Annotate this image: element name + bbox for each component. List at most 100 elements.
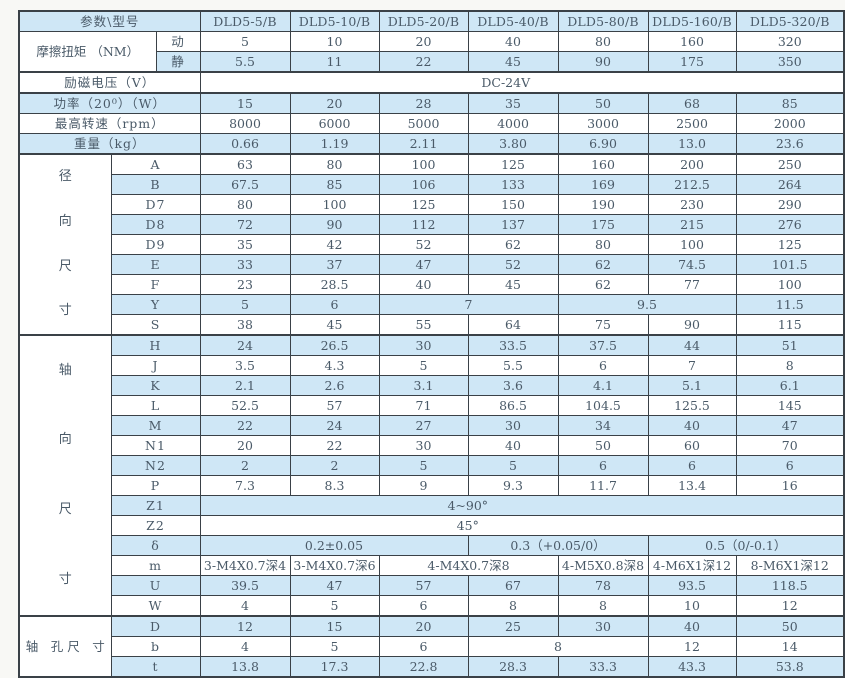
table-cell: 40 (647, 615, 737, 637)
table-cell: 33.5 (467, 334, 559, 356)
table-cell: 57 (289, 395, 380, 416)
model-header-cell: DLD5-40/B (467, 10, 559, 32)
table-cell: 112 (378, 214, 469, 235)
table-row: δ 0.2±0.05 0.3（+0.05/0） 0.5（0/-0.1） (19, 535, 845, 556)
table-cell: 6 (735, 455, 845, 476)
table-cell: 22 (378, 51, 469, 73)
table-cell: 12 (735, 595, 845, 617)
row-label: Z1 (110, 495, 201, 516)
spec-table-container: 参数\型号 DLD5-5/B DLD5-10/B DLD5-20/B DLD5-40/B… (18, 10, 845, 678)
table-cell: 62 (467, 234, 559, 255)
table-row: L 52.5 57 71 86.5 104.5 125.5 145 (19, 395, 845, 416)
table-cell: 51 (735, 334, 845, 356)
table-cell: 23 (199, 274, 291, 295)
table-cell: DC-24V (199, 71, 845, 94)
axial-dimensions-label: 轴向尺寸 (18, 334, 112, 617)
table-row: t 13.8 17.3 22.8 28.3 33.3 43.3 53.8 (19, 656, 845, 678)
table-cell: 8.3 (289, 475, 380, 496)
table-row: E 33 37 47 52 62 74.5 101.5 (19, 254, 845, 275)
table-cell: 3-M4X0.7深6 (289, 555, 380, 576)
table-cell: 8 (557, 595, 649, 617)
table-cell: 5 (199, 294, 291, 315)
table-cell: 20 (378, 615, 469, 637)
table-cell: 8 (735, 355, 845, 376)
table-row: P 7.3 8.3 9 9.3 11.7 13.4 16 (19, 475, 845, 496)
table-cell: 104.5 (557, 395, 649, 416)
table-cell: 4.3 (289, 355, 380, 376)
table-cell: 2 (289, 455, 380, 476)
table-cell: 44 (647, 334, 737, 356)
table-cell: 6 (647, 455, 737, 476)
model-header-cell: DLD5-320/B (735, 10, 845, 32)
table-cell: 47 (735, 415, 845, 436)
table-row: N2 2 2 5 5 6 6 6 (19, 455, 845, 476)
table-cell: 80 (557, 31, 649, 52)
table-row: B 67.5 85 106 133 169 212.5 264 (19, 174, 845, 195)
table-cell: 33.3 (557, 656, 649, 678)
dynamic-label: 动 (155, 31, 201, 52)
table-cell: 106 (378, 174, 469, 195)
table-cell: 52.5 (199, 395, 291, 416)
table-cell: 50 (557, 92, 649, 114)
table-cell: 24 (289, 415, 380, 436)
table-cell: 8-M6X1深12 (735, 555, 845, 576)
table-cell: 85 (735, 92, 845, 114)
table-cell: 2000 (735, 113, 845, 134)
model-header-cell: DLD5-80/B (557, 10, 649, 32)
row-label: L (110, 395, 201, 416)
row-label: B (110, 174, 201, 195)
table-cell: 52 (467, 254, 559, 275)
table-cell: 4-M5X0.8深8 (557, 555, 649, 576)
table-cell: 57 (378, 575, 469, 596)
table-cell: 125 (378, 194, 469, 215)
table-cell: 0.3（+0.05/0） (467, 535, 649, 556)
table-cell: 0.5（0/-0.1） (647, 535, 845, 556)
table-cell: 45° (199, 515, 845, 536)
table-cell: 101.5 (735, 254, 845, 275)
table-cell: 42 (289, 234, 380, 255)
table-cell: 9 (378, 475, 469, 496)
table-cell: 90 (289, 214, 380, 235)
table-cell: 85 (289, 174, 380, 195)
table-cell: 40 (467, 31, 559, 52)
table-cell: 45 (467, 274, 559, 295)
table-cell: 118.5 (735, 575, 845, 596)
model-header-cell: DLD5-160/B (647, 10, 737, 32)
table-cell: 2500 (647, 113, 737, 134)
table-cell: 3000 (557, 113, 649, 134)
table-cell: 6 (557, 355, 649, 376)
table-row: Z2 45° (19, 515, 845, 536)
table-cell: 15 (199, 92, 291, 114)
row-label: J (110, 355, 201, 376)
table-cell: 64 (467, 314, 559, 336)
table-cell: 230 (647, 194, 737, 215)
table-cell: 160 (557, 153, 649, 175)
table-cell: 12 (647, 636, 737, 657)
table-cell: 133 (467, 174, 559, 195)
table-cell: 5.1 (647, 375, 737, 396)
friction-torque-label: 摩擦扭矩 （NM） (18, 31, 157, 73)
table-cell: 86.5 (467, 395, 559, 416)
table-cell: 2.1 (199, 375, 291, 396)
row-label: D9 (110, 234, 201, 255)
table-row: b 4 5 6 8 12 14 (19, 636, 845, 657)
table-cell: 0.2±0.05 (199, 535, 469, 556)
table-cell: 3-M4X0.7深4 (199, 555, 291, 576)
table-cell: 62 (557, 274, 649, 295)
model-header-cell: DLD5-10/B (289, 10, 380, 32)
table-cell: 4-M6X1深12 (647, 555, 737, 576)
table-cell: 13.4 (647, 475, 737, 496)
table-cell: 200 (647, 153, 737, 175)
table-cell: 74.5 (647, 254, 737, 275)
table-cell: 78 (557, 575, 649, 596)
table-cell: 28.5 (289, 274, 380, 295)
table-cell: 23.6 (735, 133, 845, 155)
table-cell: 13.8 (199, 656, 291, 678)
table-row: m 3-M4X0.7深4 3-M4X0.7深6 4-M4X0.7深8 4-M5X0.8深… (19, 555, 845, 576)
table-cell: 6 (289, 294, 380, 315)
row-label: M (110, 415, 201, 436)
row-label: b (110, 636, 201, 657)
spec-table-body: 参数\型号 DLD5-5/B DLD5-10/B DLD5-20/B DLD5-40/B… (18, 10, 845, 678)
table-cell: 250 (735, 153, 845, 175)
row-label: P (110, 475, 201, 496)
